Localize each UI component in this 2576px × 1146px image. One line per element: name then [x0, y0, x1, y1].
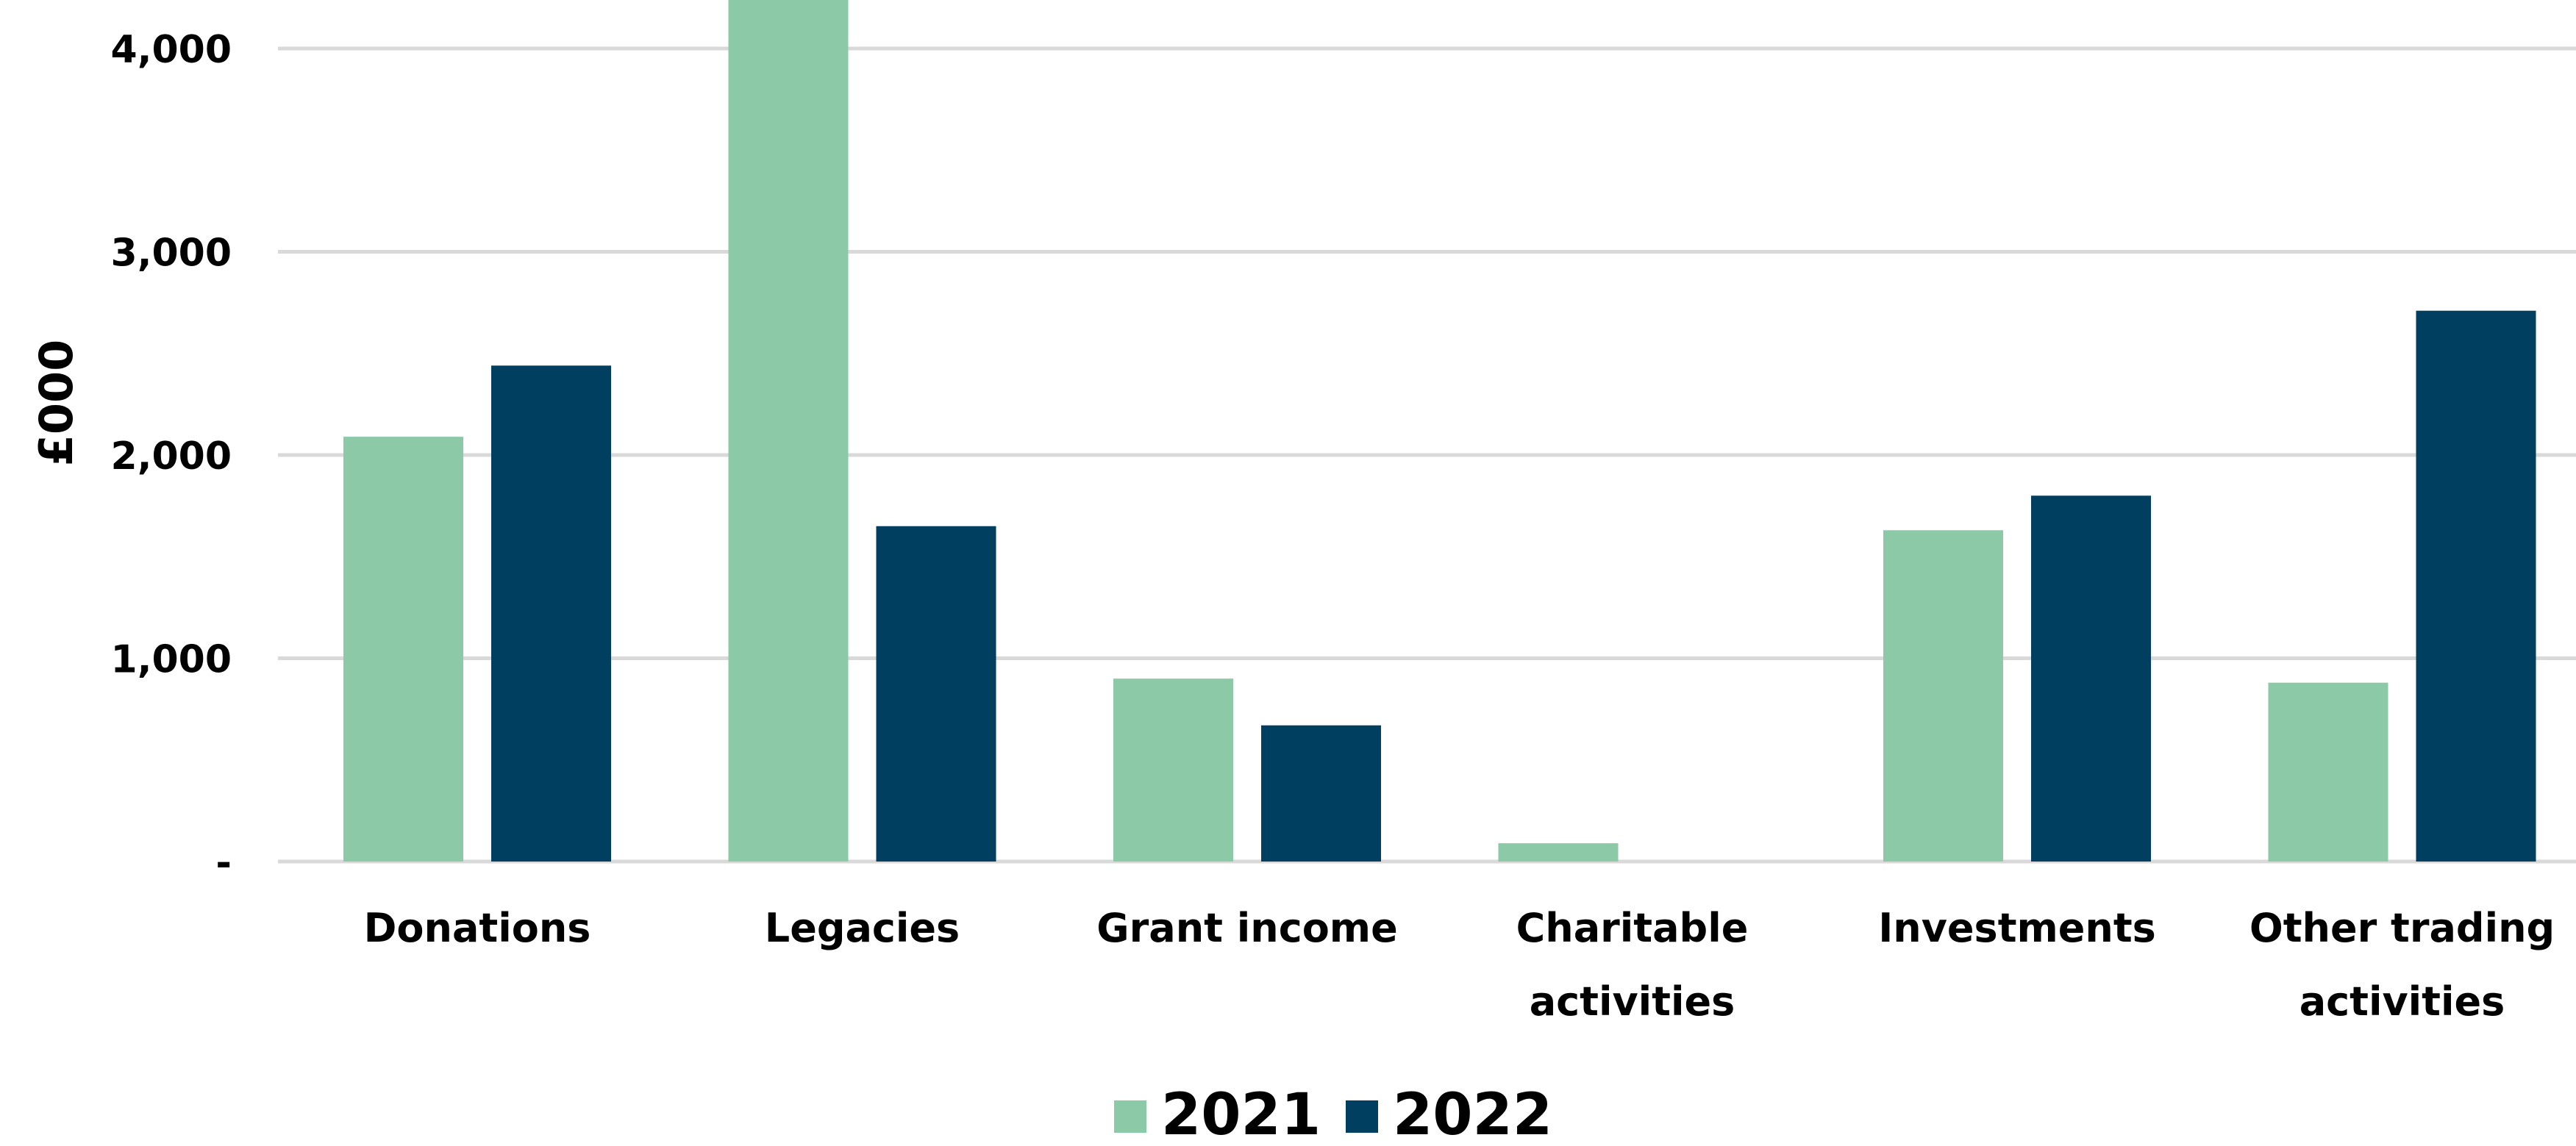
- bar-2021-1: [728, 0, 849, 862]
- y-tick-label: 1,000: [111, 638, 232, 682]
- x-category-label: activities: [2300, 978, 2505, 1025]
- x-category-label: Grant income: [1096, 905, 1397, 951]
- bar-2022-1: [876, 526, 996, 862]
- y-tick-label: 4,000: [111, 28, 232, 72]
- bar-2022-5: [2416, 310, 2536, 862]
- y-axis-label: £000: [29, 340, 83, 467]
- bar-2021-4: [1883, 530, 2003, 862]
- bar-2021-3: [1498, 843, 1619, 862]
- legend-swatch-2021: [1114, 1100, 1146, 1133]
- bar-2021-5: [2268, 682, 2388, 862]
- legend-swatch-2022: [1346, 1100, 1378, 1133]
- x-category-label: Legacies: [765, 905, 960, 951]
- x-category-label: Charitable: [1516, 905, 1749, 951]
- legend-label: 2021: [1161, 1082, 1321, 1146]
- y-tick-label: 2,000: [111, 434, 232, 479]
- bar-2022-4: [2031, 495, 2151, 862]
- bar-2021-0: [343, 437, 463, 862]
- bar-2022-0: [491, 365, 611, 862]
- y-tick-label: 3,000: [111, 232, 232, 276]
- gridlines: [278, 46, 2576, 864]
- x-axis-categories: Donations Legacies Grant income Charitable a…: [364, 905, 2555, 1025]
- legend: 2021 2022: [1114, 1082, 1552, 1146]
- bar-2021-2: [1113, 678, 1233, 862]
- x-category-label: Other trading: [2249, 905, 2555, 951]
- x-category-label: Investments: [1878, 905, 2156, 951]
- y-axis-ticks: - 1,000 2,000 3,000 4,000: [111, 28, 232, 885]
- x-category-label: Donations: [364, 905, 591, 951]
- bar-2022-2: [1261, 725, 1381, 862]
- legend-label: 2022: [1393, 1082, 1552, 1146]
- bars: [343, 0, 2536, 862]
- y-tick-label: -: [215, 841, 232, 885]
- x-category-label: activities: [1530, 978, 1735, 1025]
